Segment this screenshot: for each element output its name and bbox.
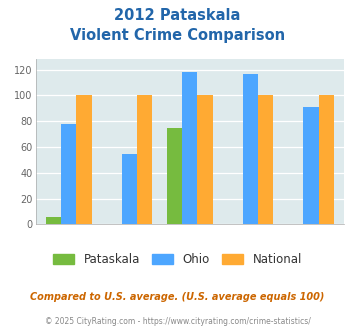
Text: Violent Crime Comparison: Violent Crime Comparison (70, 28, 285, 43)
Text: 2012 Pataskala: 2012 Pataskala (114, 8, 241, 23)
Legend: Pataskala, Ohio, National: Pataskala, Ohio, National (53, 253, 302, 266)
Bar (304, 107, 319, 224)
Bar (243, 74, 258, 224)
Bar (319, 95, 334, 224)
Bar (46, 217, 61, 224)
Text: Compared to U.S. average. (U.S. average equals 100): Compared to U.S. average. (U.S. average … (30, 292, 325, 302)
Bar (197, 95, 213, 224)
Bar (76, 95, 92, 224)
Bar (258, 95, 273, 224)
Bar (137, 95, 152, 224)
Bar (182, 72, 197, 224)
Bar (122, 153, 137, 224)
Bar (167, 128, 182, 224)
Text: © 2025 CityRating.com - https://www.cityrating.com/crime-statistics/: © 2025 CityRating.com - https://www.city… (45, 317, 310, 326)
Bar (61, 124, 76, 224)
